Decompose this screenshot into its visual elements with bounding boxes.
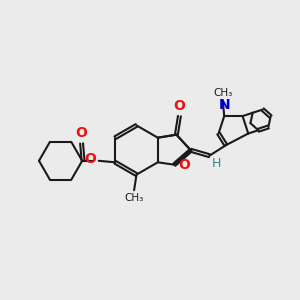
Text: O: O bbox=[76, 126, 88, 140]
Text: CH₃: CH₃ bbox=[213, 88, 233, 98]
Text: O: O bbox=[173, 99, 185, 113]
Text: H: H bbox=[212, 157, 221, 170]
Text: O: O bbox=[178, 158, 190, 172]
Text: N: N bbox=[218, 98, 230, 112]
Text: CH₃: CH₃ bbox=[124, 193, 144, 202]
Text: O: O bbox=[84, 152, 96, 166]
